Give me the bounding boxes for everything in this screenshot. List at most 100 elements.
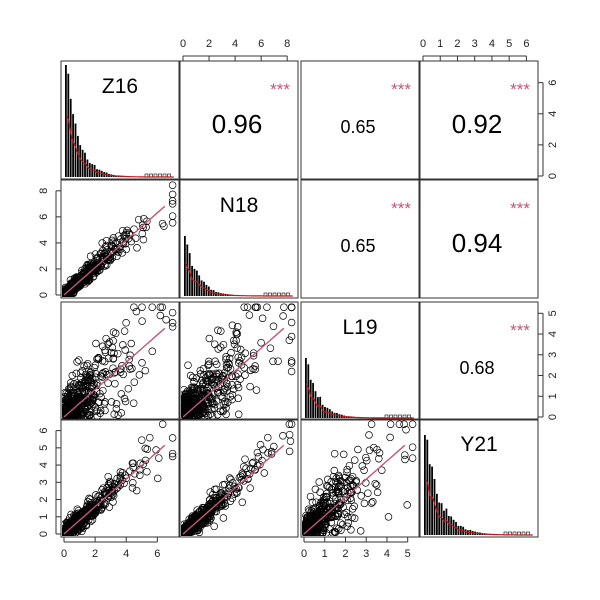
smooth-line <box>63 327 166 418</box>
scatter-point <box>322 481 331 490</box>
scatter-point <box>333 479 342 487</box>
density-line <box>184 262 293 297</box>
scatter-point <box>216 407 225 415</box>
scatter-panel-2-0 <box>62 303 177 419</box>
scatter-point <box>335 474 344 483</box>
scatter-point <box>324 513 332 522</box>
scatter-point <box>102 236 111 245</box>
scatter-point <box>181 410 189 419</box>
scatter-point <box>85 270 93 279</box>
scatter-point <box>348 472 357 481</box>
scatter-point <box>168 323 177 331</box>
histogram-bar <box>450 516 453 535</box>
tick-label: 1 <box>437 38 443 50</box>
histogram-bar <box>205 284 208 296</box>
tick-label: 6 <box>547 80 559 86</box>
scatter-point <box>119 370 127 379</box>
tick-label: 0 <box>61 548 67 560</box>
scatter-point <box>121 397 130 406</box>
scatter-point <box>91 250 100 258</box>
scatter-point <box>86 509 94 517</box>
scatter-point <box>168 200 177 208</box>
tick-label: 0 <box>547 173 559 179</box>
scatter-point <box>181 526 190 535</box>
scatter-point <box>97 506 105 514</box>
histogram-bar <box>88 162 91 177</box>
scatter-point <box>101 250 109 258</box>
scatter-point <box>76 510 84 519</box>
significance-stars: *** <box>510 80 530 99</box>
scatter-point <box>245 470 254 478</box>
scatter-point <box>94 354 103 362</box>
scatter-point <box>307 512 315 521</box>
scatter-point <box>241 349 249 357</box>
tick-label: 3 <box>472 38 478 50</box>
scatter-point <box>168 212 177 220</box>
scatter-point <box>287 359 296 367</box>
scatter-point <box>241 371 249 379</box>
scatter-point <box>189 373 197 382</box>
scatter-point <box>227 349 235 357</box>
scatter-point <box>216 343 225 351</box>
scatter-point <box>254 453 263 461</box>
scatter-point <box>98 486 106 494</box>
panel-frame-1-3 <box>419 179 539 299</box>
scatter-point <box>205 496 214 504</box>
scatter-point <box>214 345 222 353</box>
scatter-point <box>181 523 189 532</box>
tick-label: 0 <box>38 292 50 298</box>
scatter-point <box>138 229 147 238</box>
scatter-point <box>233 323 242 331</box>
scatter-point <box>287 420 296 428</box>
scatter-point <box>63 528 71 536</box>
tick-label: 3 <box>547 352 559 358</box>
scatter-point <box>205 360 213 368</box>
scatter-point <box>263 303 271 311</box>
scatter-point <box>62 529 70 536</box>
scatter-point <box>168 452 177 461</box>
scatter-point <box>66 518 75 527</box>
scatter-point <box>245 311 254 319</box>
scatter-point <box>309 512 318 521</box>
scatter-point <box>228 395 236 404</box>
scatter-point <box>99 254 108 263</box>
scatter-point <box>114 411 122 419</box>
scatter-point <box>209 380 217 389</box>
scatter-point <box>75 356 83 364</box>
scatter-point <box>320 507 328 515</box>
panel-frame-3-0 <box>60 418 180 538</box>
smooth-line <box>303 444 406 535</box>
scatter-point <box>307 514 315 523</box>
scatter-point <box>114 232 123 240</box>
scatter-point <box>345 461 354 470</box>
scatter-point <box>386 433 394 442</box>
scatter-point <box>66 379 75 387</box>
scatter-point <box>344 519 353 527</box>
correlation-value: 0.68 <box>459 358 494 378</box>
scatter-point <box>332 474 341 482</box>
scatter-point <box>128 459 137 468</box>
scatter-point <box>357 492 365 500</box>
scatter-point <box>242 464 250 473</box>
scatter-point <box>111 244 119 253</box>
scatter-point <box>101 260 109 269</box>
scatter-point <box>343 468 351 476</box>
tick-label: 0 <box>301 548 307 560</box>
histogram-bar <box>72 114 74 177</box>
scatter-point <box>181 412 190 419</box>
scatter-point <box>221 384 230 393</box>
scatter-point <box>348 505 357 513</box>
scatter-point <box>92 407 100 416</box>
scatter-point <box>362 453 370 462</box>
scatter-point <box>143 445 152 454</box>
scatter-point <box>314 510 323 519</box>
scatter-point <box>228 321 237 330</box>
scatter-point <box>287 367 296 376</box>
scatter-point <box>312 528 321 536</box>
scatter-point <box>88 382 97 391</box>
histogram-bar <box>191 265 193 296</box>
scatter-point <box>122 319 130 327</box>
scatter-point <box>222 355 230 364</box>
scatter-point <box>302 514 311 523</box>
